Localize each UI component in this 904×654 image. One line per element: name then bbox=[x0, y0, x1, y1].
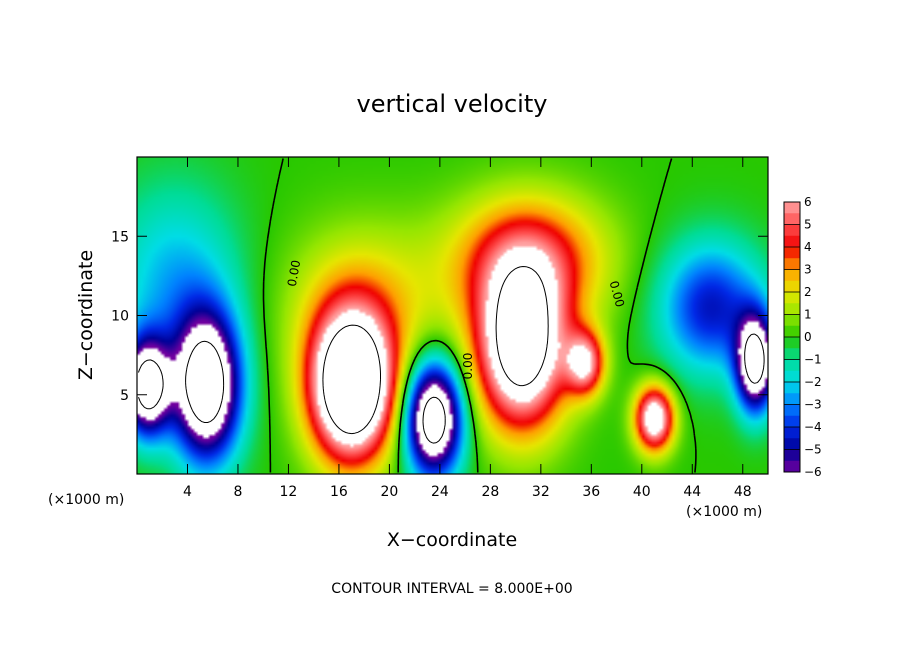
colorbar-label: −3 bbox=[804, 398, 822, 412]
colorbar-label: 6 bbox=[804, 195, 812, 209]
x-tick-label: 48 bbox=[734, 484, 752, 500]
colorbar-swatch bbox=[784, 370, 800, 383]
colorbar-swatch bbox=[784, 460, 800, 473]
colorbar-label: 3 bbox=[804, 263, 812, 277]
x-tick-label: 4 bbox=[183, 484, 192, 500]
colorbar-swatch bbox=[784, 393, 800, 405]
colorbar-label: 2 bbox=[804, 285, 812, 299]
colorbar-swatch bbox=[784, 348, 800, 360]
colorbar-label: −4 bbox=[804, 420, 822, 434]
colorbar-swatch bbox=[784, 202, 800, 214]
colorbar-label: −6 bbox=[804, 465, 822, 479]
colorbar-swatch bbox=[784, 247, 800, 259]
colorbar-label: 5 bbox=[804, 218, 812, 232]
x-tick-label: 20 bbox=[380, 484, 398, 500]
colorbar-swatch bbox=[784, 449, 800, 462]
velocity-field bbox=[137, 157, 768, 474]
y-tick-label: 5 bbox=[120, 388, 129, 404]
colorbar-label: −5 bbox=[804, 443, 822, 457]
colorbar-swatch bbox=[784, 359, 800, 372]
x-tick-label: 36 bbox=[582, 484, 600, 500]
x-axis: 4 8 12 16 20 24 28 32 36 40 44 48 bbox=[183, 157, 752, 500]
colorbar-swatch bbox=[784, 427, 800, 439]
y-axis: 5 10 15 bbox=[111, 229, 768, 404]
colorbar-swatch bbox=[784, 314, 800, 327]
contour-label: 0.00 bbox=[607, 279, 627, 308]
x-tick-label: 32 bbox=[532, 484, 550, 500]
colorbar-swatch bbox=[784, 224, 800, 237]
colorbar-label: 1 bbox=[804, 308, 812, 322]
x-tick-label: 8 bbox=[233, 484, 242, 500]
colorbar-label: 4 bbox=[804, 240, 812, 254]
contour-labels: 0.00 0.00 0.00 bbox=[285, 259, 627, 379]
contour-line bbox=[322, 266, 549, 435]
colorbar-swatch bbox=[784, 292, 800, 304]
y-tick-label: 10 bbox=[111, 309, 129, 325]
colorbar-swatch bbox=[784, 337, 800, 349]
x-tick-label: 44 bbox=[683, 484, 701, 500]
contour-interval-note: CONTOUR INTERVAL = 8.000E+00 bbox=[331, 581, 572, 597]
colorbar-swatch bbox=[784, 258, 800, 270]
chart-title: vertical velocity bbox=[357, 90, 548, 118]
contour-lines bbox=[138, 158, 765, 473]
x-axis-label: X−coordinate bbox=[387, 529, 517, 551]
x-tick-label: 12 bbox=[280, 484, 298, 500]
x-tick-label: 28 bbox=[481, 484, 499, 500]
x-tick-label: 24 bbox=[431, 484, 449, 500]
x-tick-label: 16 bbox=[330, 484, 348, 500]
colorbar-swatch bbox=[784, 325, 800, 338]
contour-label: 0.00 bbox=[461, 353, 475, 380]
colorbar-swatch bbox=[784, 415, 800, 428]
colorbar-swatch bbox=[784, 382, 800, 394]
y-tick-label: 15 bbox=[111, 229, 129, 245]
colorbar-swatch bbox=[784, 303, 800, 315]
colorbar-swatch bbox=[784, 280, 800, 293]
contour-line bbox=[138, 333, 765, 444]
x-unit-label-right: (×1000 m) bbox=[686, 504, 762, 520]
contour-label: 0.00 bbox=[285, 259, 303, 288]
colorbar-label: −2 bbox=[804, 375, 822, 389]
colorbar: 6 5 4 3 2 1 0 −1 −2 −3 −4 −5 −6 bbox=[783, 195, 822, 479]
colorbar-label: 0 bbox=[804, 330, 812, 344]
colorbar-swatch bbox=[784, 404, 800, 417]
colorbar-swatch bbox=[784, 438, 800, 450]
colorbar-swatch bbox=[784, 213, 800, 225]
contour-line bbox=[262, 158, 697, 473]
x-unit-label-left: (×1000 m) bbox=[48, 492, 124, 508]
colorbar-swatch bbox=[784, 269, 800, 282]
x-tick-label: 40 bbox=[633, 484, 651, 500]
y-axis-label: Z−coordinate bbox=[75, 250, 97, 380]
colorbar-label: −1 bbox=[804, 353, 822, 367]
colorbar-swatch bbox=[784, 235, 800, 248]
